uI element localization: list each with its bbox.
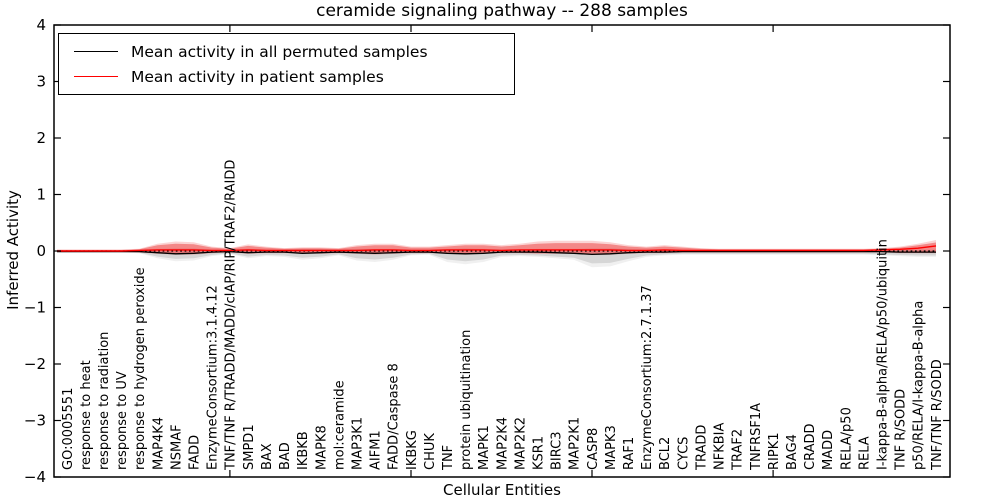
x-axis-label: Cellular Entities: [443, 481, 561, 499]
x-category-label: TNFRSF1A: [749, 403, 764, 471]
x-category-label: TNF R/SODD: [894, 389, 909, 471]
x-category-label: MAPK1: [477, 425, 492, 470]
x-category-label: response to UV: [115, 371, 130, 470]
patient-line-swatch: [74, 76, 118, 77]
x-category-label: response to hydrogen peroxide: [133, 267, 148, 470]
y-tick-label: 1: [36, 186, 46, 204]
x-category-label: BCL2: [658, 437, 673, 470]
x-category-label: FADD: [188, 435, 203, 470]
patient-mean-line: [57, 245, 937, 252]
x-category-label: SMPD1: [242, 424, 257, 470]
x-category-label: p50/RELA/I-kappa-B-alpha: [912, 301, 927, 470]
x-category-label: BIRC3: [550, 432, 565, 471]
x-category-label: BAX: [260, 443, 275, 470]
permuted-band-outer: [57, 248, 936, 268]
x-category-label: IKBKG: [405, 430, 420, 470]
y-tick-label: 3: [36, 73, 46, 91]
x-category-label: MADD: [821, 430, 836, 470]
x-category-label: GO:0005551: [61, 388, 76, 470]
legend-label-patient: Mean activity in patient samples: [131, 67, 384, 86]
y-tick-label: −1: [24, 299, 46, 317]
x-category-label: BAD: [278, 442, 293, 470]
legend-label-permuted: Mean activity in all permuted samples: [131, 42, 428, 61]
x-category-label: response to radiation: [97, 332, 112, 470]
y-tick-label: −4: [24, 468, 46, 486]
x-category-label: IKBKB: [296, 431, 311, 470]
x-category-label: RIPK1: [767, 432, 782, 470]
y-tick-label: −2: [24, 355, 46, 373]
x-category-label: MAP2K4: [495, 417, 510, 470]
y-tick-label: 4: [36, 16, 46, 34]
x-category-label: TRADD: [694, 425, 709, 471]
x-category-label: TNF: [441, 445, 456, 471]
x-category-label: EnzymeConsortium:2.7.1.37: [640, 285, 655, 470]
x-category-label: RAF1: [622, 437, 637, 470]
x-category-label: mol:ceramide: [332, 380, 347, 470]
x-category-label: NSMAF: [169, 424, 184, 470]
x-category-label: CYCS: [676, 437, 691, 470]
x-category-label: CHUK: [423, 433, 438, 470]
x-category-label: TRAF2: [731, 429, 746, 471]
x-category-label: TNF/TNF R/SODD: [930, 359, 945, 471]
x-category-label: BAG4: [785, 434, 800, 470]
x-category-label: MAPK3: [604, 425, 619, 470]
y-tick-label: 2: [36, 129, 46, 147]
x-category-label: protein ubiquitination: [459, 330, 474, 470]
x-category-label: response to heat: [79, 360, 94, 470]
x-category-label: NFKBIA: [713, 423, 728, 470]
x-category-label: MAPK8: [314, 425, 329, 470]
x-category-label: TNF/TNF R/TRADD/MADD/cIAP/RIP/TRAF2/RAID…: [224, 160, 239, 471]
x-category-label: MAP2K2: [513, 417, 528, 470]
x-category-label: EnzymeConsortium:3.1.4.12: [206, 285, 221, 470]
legend-box: Mean activity in all permuted samples Me…: [58, 33, 515, 95]
x-category-label: RELA/p50: [839, 407, 854, 470]
y-tick-label: −3: [24, 412, 46, 430]
x-category-label: CASP8: [586, 428, 601, 470]
x-category-label: AIFM1: [369, 430, 384, 470]
x-category-label: MAP2K1: [568, 417, 583, 470]
x-category-label: RELA: [857, 436, 872, 470]
chart-title: ceramide signaling pathway -- 288 sample…: [316, 1, 688, 21]
x-category-label: FADD/Caspase 8: [387, 363, 402, 470]
x-category-label: MAP3K1: [351, 417, 366, 470]
y-tick-label: 0: [36, 242, 46, 260]
x-category-label: CRADD: [803, 424, 818, 471]
permuted-line-swatch: [74, 51, 118, 52]
legend-row-patient: Mean activity in patient samples: [74, 68, 514, 86]
legend-row-permuted: Mean activity in all permuted samples: [74, 43, 514, 61]
x-category-label: MAP4K4: [151, 417, 166, 470]
y-axis-label: Inferred Activity: [4, 190, 22, 310]
x-category-label: I-kappa-B-alpha/RELA/p50/ubiquitin: [876, 239, 891, 470]
x-category-label: KSR1: [532, 436, 547, 470]
